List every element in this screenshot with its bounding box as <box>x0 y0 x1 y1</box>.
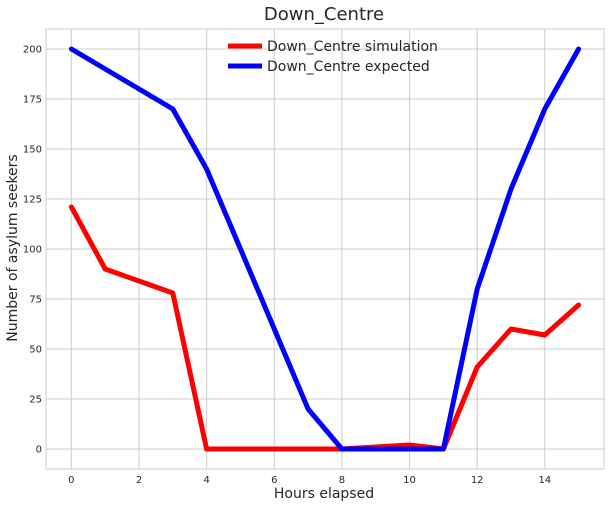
y-axis-ticks: 0 25 50 75 100 125 150 175 200 <box>23 45 42 456</box>
y-tick-label: 200 <box>23 45 42 56</box>
y-tick-label: 100 <box>23 245 42 256</box>
x-tick-label: 10 <box>403 475 416 486</box>
legend-label-expected: Down_Centre expected <box>267 59 430 75</box>
x-tick-label: 4 <box>203 475 209 486</box>
chart-title: Down_Centre <box>264 4 384 25</box>
x-tick-label: 8 <box>339 475 345 486</box>
series-line-simulation <box>68 204 582 452</box>
y-tick-label: 175 <box>23 95 42 106</box>
x-tick-label: 2 <box>136 475 142 486</box>
series-line-expected <box>68 46 582 452</box>
x-tick-label: 6 <box>271 475 277 486</box>
x-axis-ticks: 0 2 4 6 8 10 12 14 <box>68 475 551 486</box>
y-tick-label: 75 <box>29 295 42 306</box>
y-tick-label: 125 <box>23 195 42 206</box>
grid <box>46 29 604 469</box>
y-tick-label: 0 <box>36 445 42 456</box>
y-axis-label: Number of asylum seekers <box>5 154 21 341</box>
legend: Down_Centre simulation Down_Centre expec… <box>228 39 438 75</box>
plot-frame <box>45 28 605 470</box>
series-lines <box>68 46 582 452</box>
x-tick-label: 0 <box>68 475 74 486</box>
y-tick-label: 25 <box>29 395 42 406</box>
x-axis-label: Hours elapsed <box>274 486 374 502</box>
y-tick-label: 50 <box>29 345 42 356</box>
x-tick-label: 12 <box>471 475 484 486</box>
legend-label-simulation: Down_Centre simulation <box>267 39 438 55</box>
x-tick-label: 14 <box>538 475 551 486</box>
y-tick-label: 150 <box>23 145 42 156</box>
